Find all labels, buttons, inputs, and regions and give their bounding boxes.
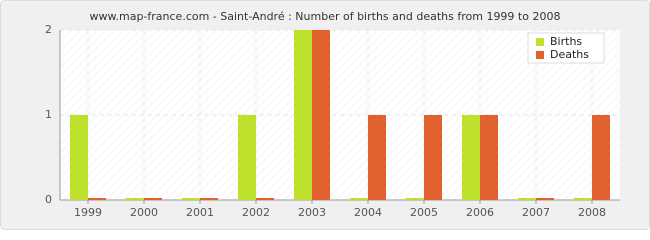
bar <box>144 198 162 200</box>
legend-label: Births <box>550 35 582 48</box>
chart-title: www.map-france.com - Saint-André : Numbe… <box>90 10 561 23</box>
bar <box>126 198 144 200</box>
x-tick-label: 2006 <box>466 206 494 219</box>
bar <box>256 198 274 200</box>
bar <box>350 198 368 200</box>
x-tick-label: 1999 <box>74 206 102 219</box>
bar <box>200 198 218 200</box>
x-tick-label: 2002 <box>242 206 270 219</box>
y-tick-label: 2 <box>45 23 52 36</box>
x-tick-label: 2005 <box>410 206 438 219</box>
bar <box>536 198 554 200</box>
x-tick-label: 2008 <box>578 206 606 219</box>
bar <box>238 115 256 200</box>
bar <box>462 115 480 200</box>
bar <box>592 115 610 200</box>
legend-label: Deaths <box>550 48 589 61</box>
legend-swatch <box>536 38 544 46</box>
y-tick-label: 0 <box>45 193 52 206</box>
x-tick-label: 2001 <box>186 206 214 219</box>
x-tick-label: 2007 <box>522 206 550 219</box>
x-tick-label: 2000 <box>130 206 158 219</box>
bar <box>480 115 498 200</box>
bar <box>406 198 424 200</box>
bar <box>574 198 592 200</box>
y-tick-label: 1 <box>45 108 52 121</box>
bar <box>312 30 330 200</box>
x-tick-label: 2004 <box>354 206 382 219</box>
bar <box>518 198 536 200</box>
x-tick-label: 2003 <box>298 206 326 219</box>
bar <box>182 198 200 200</box>
chart: www.map-france.com - Saint-André : Numbe… <box>0 0 650 230</box>
legend-swatch <box>536 51 544 59</box>
bar <box>70 115 88 200</box>
bar <box>294 30 312 200</box>
bar <box>368 115 386 200</box>
bar <box>424 115 442 200</box>
bar <box>88 198 106 200</box>
